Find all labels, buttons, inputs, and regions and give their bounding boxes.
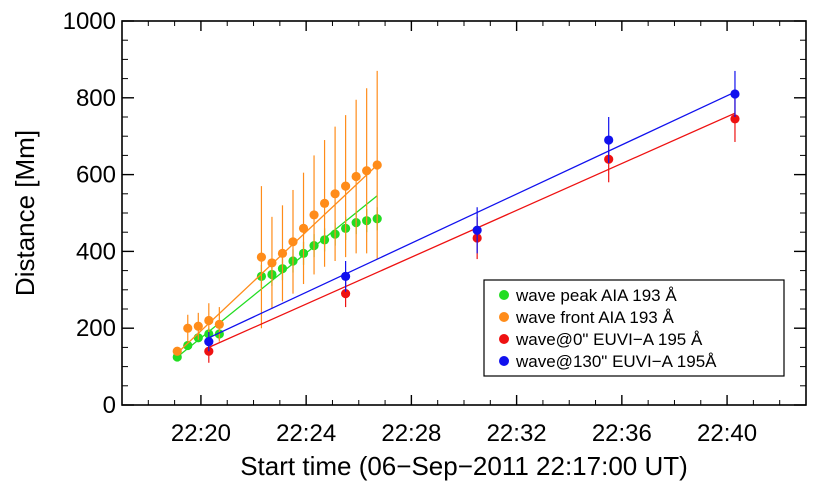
- data-point: [341, 289, 351, 299]
- data-point: [341, 271, 351, 281]
- data-point: [256, 252, 267, 262]
- x-tick-label: 22:20: [171, 420, 231, 447]
- legend-label: wave@0" EUVI−A 195 Å: [515, 330, 703, 349]
- data-point: [472, 225, 482, 235]
- series-1: [172, 70, 382, 356]
- series-3: [204, 70, 740, 352]
- y-tick-label: 600: [76, 162, 116, 189]
- legend-marker: [499, 312, 509, 322]
- y-tick-label: 400: [76, 238, 116, 265]
- data-point: [193, 321, 203, 331]
- x-axis-title: Start time (06−Sep−2011 22:17:00 UT): [240, 451, 688, 481]
- legend-marker: [499, 334, 509, 344]
- fit-line: [208, 91, 736, 339]
- data-point: [341, 181, 351, 191]
- x-tick-label: 22:40: [697, 420, 757, 447]
- legend-marker: [499, 356, 509, 366]
- legend: wave peak AIA 193 Å wave front AIA 193 Å w…: [483, 279, 785, 377]
- legend-label: wave front AIA 193 Å: [515, 308, 674, 327]
- series-0: [172, 195, 382, 362]
- data-point: [288, 237, 298, 247]
- data-point: [277, 248, 288, 258]
- data-point: [298, 223, 309, 233]
- data-point: [604, 135, 614, 145]
- legend-label: wave@130" EUVI−A 195Å: [515, 352, 717, 371]
- y-tick-label: 800: [76, 85, 116, 112]
- y-tick-label: 1000: [63, 8, 116, 35]
- data-point: [183, 323, 193, 333]
- legend-box: [483, 279, 785, 377]
- data-point: [204, 315, 214, 326]
- data-point: [330, 189, 340, 199]
- data-point: [730, 114, 740, 124]
- data-point: [172, 346, 182, 356]
- legend-label: wave peak AIA 193 Å: [515, 286, 677, 305]
- y-axis-title: Distance [Mm]: [10, 130, 40, 296]
- fit-line: [176, 164, 378, 354]
- data-marks: [172, 70, 740, 363]
- fit-line: [208, 112, 736, 348]
- data-point: [204, 337, 214, 347]
- data-point: [351, 171, 361, 182]
- x-tick-label: 22:36: [592, 420, 652, 447]
- data-point: [362, 166, 372, 176]
- x-tick-label: 22:32: [487, 420, 547, 447]
- data-point: [183, 340, 193, 351]
- legend-marker: [499, 290, 509, 300]
- data-point: [730, 89, 740, 99]
- x-tick-label: 22:24: [276, 420, 336, 447]
- x-tick-label: 22:28: [381, 420, 441, 447]
- data-point: [319, 198, 330, 208]
- y-tick-label: 200: [76, 315, 116, 342]
- data-point: [309, 210, 319, 220]
- axis-ticks: 22:20 22:24 22:28 22:32 22:36 22:40 0 200 400 600…: [63, 8, 806, 447]
- data-point: [214, 319, 224, 329]
- y-tick-label: 0: [103, 392, 116, 419]
- data-point: [372, 160, 382, 170]
- data-point: [267, 258, 277, 268]
